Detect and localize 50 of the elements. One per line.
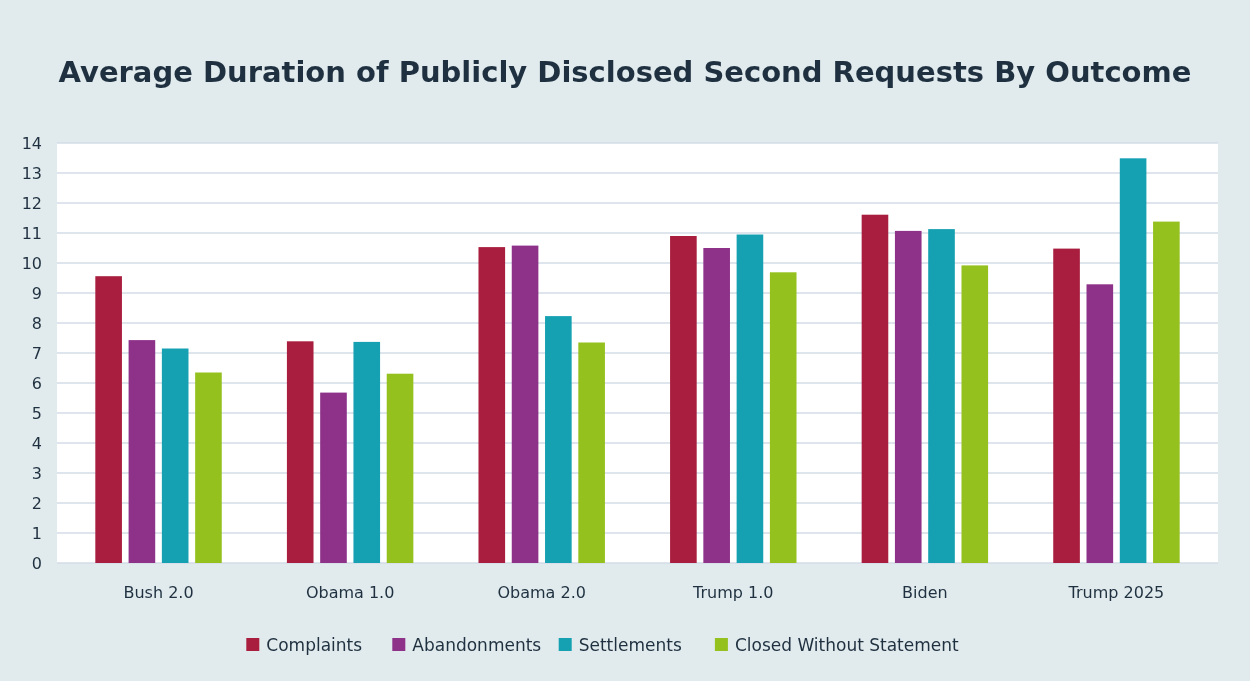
bar <box>95 276 122 563</box>
y-tick-label: 0 <box>31 553 42 573</box>
bar <box>320 392 347 563</box>
y-tick-label: 10 <box>21 253 42 273</box>
bar <box>195 372 222 563</box>
y-tick-label: 4 <box>31 433 42 453</box>
bar <box>703 248 730 563</box>
legend-label: Closed Without Statement <box>734 634 960 655</box>
y-tick-label: 2 <box>31 493 42 513</box>
y-tick-label: 12 <box>21 193 42 213</box>
bar <box>578 342 605 563</box>
bar <box>1086 284 1114 563</box>
bar <box>128 340 156 563</box>
bar <box>1053 248 1080 563</box>
bar <box>478 247 506 563</box>
bar <box>961 265 989 563</box>
y-tick-label: 5 <box>31 403 42 423</box>
x-tick-label: Trump 1.0 <box>692 583 774 602</box>
bar <box>511 245 539 563</box>
y-tick-label: 1 <box>31 523 42 543</box>
x-tick-label: Trump 2025 <box>1067 583 1165 602</box>
legend-label: Abandonments <box>412 634 542 655</box>
bar <box>861 214 889 563</box>
bar <box>353 341 381 563</box>
y-tick-label: 8 <box>31 313 42 333</box>
bar <box>1153 221 1180 563</box>
y-tick-label: 11 <box>21 223 42 243</box>
legend-label: Complaints <box>266 634 363 655</box>
bar <box>1119 158 1147 563</box>
bar <box>161 348 189 563</box>
x-tick-label: Obama 1.0 <box>305 583 395 602</box>
y-tick-label: 3 <box>31 463 42 483</box>
x-tick-label: Biden <box>902 583 948 602</box>
y-tick-label: 6 <box>31 373 42 393</box>
y-tick-label: 7 <box>31 343 42 363</box>
x-tick-label: Obama 2.0 <box>497 583 586 602</box>
bar <box>769 272 797 563</box>
x-tick-label: Bush 2.0 <box>123 583 194 602</box>
y-tick-label: 13 <box>21 163 42 183</box>
y-tick-label: 9 <box>31 283 42 303</box>
bar <box>928 229 955 563</box>
chart-title: Average Duration of Publicly Disclosed Second Requests By Outcome <box>58 55 1192 89</box>
y-tick-label: 14 <box>21 133 42 153</box>
bar <box>386 373 414 563</box>
legend-label: Settlements <box>578 634 682 655</box>
bar <box>736 234 764 563</box>
bar <box>545 316 572 563</box>
bar <box>286 341 314 563</box>
bar <box>670 236 697 563</box>
bar <box>894 230 922 563</box>
